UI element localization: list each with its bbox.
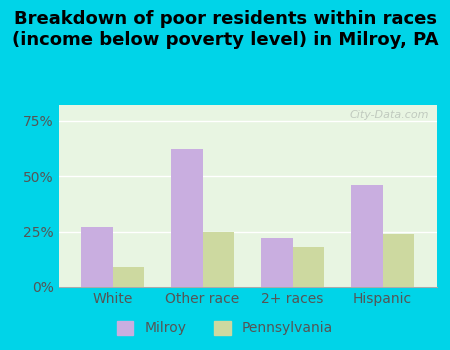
Bar — [202, 231, 234, 287]
Bar — [292, 247, 324, 287]
Bar — [171, 149, 202, 287]
Bar — [351, 185, 382, 287]
Bar — [112, 267, 144, 287]
Bar — [81, 227, 112, 287]
Text: Breakdown of poor residents within races
(income below poverty level) in Milroy,: Breakdown of poor residents within races… — [12, 10, 438, 49]
Bar — [382, 234, 414, 287]
Legend: Milroy, Pennsylvania: Milroy, Pennsylvania — [112, 316, 338, 340]
Bar — [261, 238, 292, 287]
Text: City-Data.com: City-Data.com — [350, 111, 429, 120]
